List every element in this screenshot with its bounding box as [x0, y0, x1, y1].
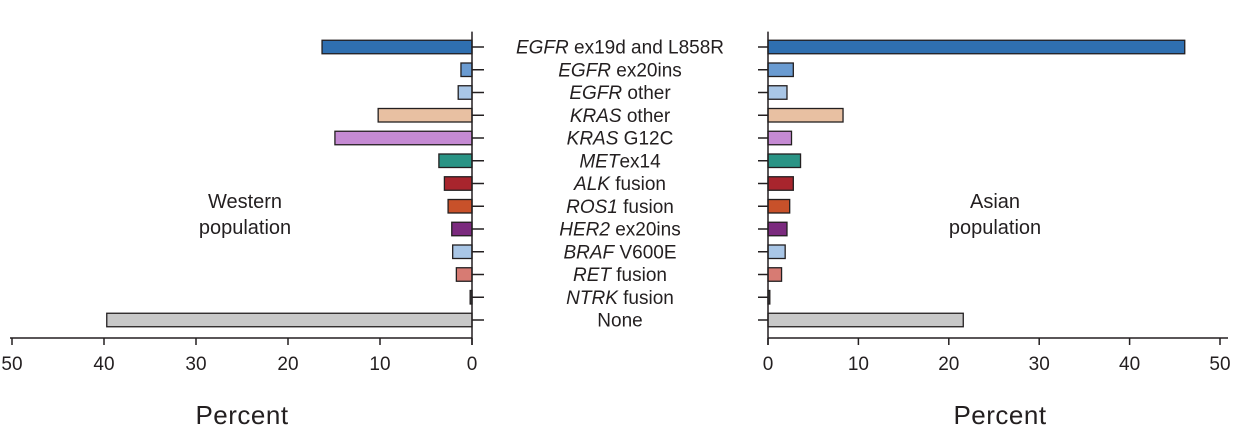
asian-bar-5 [767, 153, 802, 169]
category-label: EGFR ex19d and L858R [516, 38, 724, 59]
category-label-variant: fusion [618, 197, 674, 218]
category-label-variant: fusion [610, 174, 666, 195]
western-bar-12 [106, 312, 473, 328]
western-bar-3 [377, 107, 473, 123]
western-bars [106, 39, 473, 328]
western-bar-8 [451, 221, 473, 237]
category-label: KRAS other [570, 106, 671, 127]
category-label: None [597, 311, 642, 332]
western-bar-4 [334, 130, 473, 146]
category-label: EGFR ex20ins [558, 60, 682, 81]
category-label-gene: EGFR [558, 60, 611, 81]
category-label-variant: ex19d and L858R [569, 38, 724, 59]
asian-label-line-2: population [949, 217, 1041, 239]
category-label-variant: other [622, 83, 671, 104]
asian-bar-9 [767, 244, 786, 260]
asian-bar-0 [767, 39, 1186, 55]
asian-bar-3 [767, 107, 844, 123]
asian-tick-label: 40 [1119, 354, 1140, 375]
category-label-gene: RET [573, 265, 612, 286]
western-tick-label: 30 [185, 354, 206, 375]
asian-tick-label: 0 [763, 354, 774, 375]
asian-tick-label: 30 [1029, 354, 1050, 375]
category-label: RET fusion [573, 265, 667, 286]
asian-label-line-1: Asian [970, 191, 1020, 213]
western-tick-label: 0 [467, 354, 478, 375]
western-bar-1 [460, 62, 473, 78]
western-bar-0 [321, 39, 473, 55]
western-bar-5 [438, 153, 473, 169]
western-x-axis-label: Percent [195, 400, 288, 430]
asian-bar-8 [767, 221, 788, 237]
category-label-gene: ROS1 [566, 197, 618, 218]
western-label-line-1: Western [208, 191, 282, 213]
category-label: KRAS G12C [567, 129, 674, 150]
western-tick-label: 40 [93, 354, 114, 375]
asian-bars [767, 39, 1186, 328]
category-label: METex14 [579, 151, 661, 172]
category-label-gene: NTRK [566, 288, 619, 309]
western-label-line-2: population [199, 217, 291, 239]
axes: 50 40 30 20 10 0 0 10 20 30 40 50 [1, 31, 1231, 375]
western-bar-9 [452, 244, 473, 260]
category-label-variant: fusion [611, 265, 667, 286]
asian-bar-1 [767, 62, 794, 78]
category-label-variant: V600E [614, 242, 676, 263]
asian-bar-2 [767, 85, 788, 100]
western-tick-label: 20 [277, 354, 298, 375]
category-label: ALK fusion [573, 174, 666, 195]
category-label: BRAF V600E [563, 242, 676, 263]
category-label-gene: BRAF [563, 242, 615, 263]
category-label-variant: ex14 [619, 151, 661, 172]
western-bar-2 [457, 85, 473, 100]
asian-tick-label: 20 [938, 354, 959, 375]
category-label: EGFR other [569, 83, 671, 104]
asian-tick-label: 10 [848, 354, 869, 375]
category-label-variant: None [597, 311, 642, 332]
category-label-gene: ALK [573, 174, 611, 195]
asian-bar-12 [767, 312, 964, 328]
category-label-gene: KRAS [567, 129, 619, 150]
asian-bar-10 [767, 267, 783, 282]
category-label-variant: other [622, 106, 671, 127]
asian-x-axis-label: Percent [953, 400, 1046, 430]
category-label-variant: ex20ins [610, 220, 681, 241]
western-bar-7 [447, 198, 473, 214]
category-label-gene: KRAS [570, 106, 622, 127]
category-label-gene: EGFR [569, 83, 622, 104]
category-label-variant: fusion [618, 288, 674, 309]
western-tick-label: 50 [1, 354, 22, 375]
category-label: NTRK fusion [566, 288, 674, 309]
category-label-gene: MET [579, 151, 621, 172]
category-label-variant: ex20ins [611, 60, 682, 81]
western-tick-label: 10 [369, 354, 390, 375]
category-label: HER2 ex20ins [559, 220, 680, 241]
category-label-gene: EGFR [516, 38, 569, 59]
asian-bar-6 [767, 176, 794, 191]
western-bar-6 [443, 176, 473, 191]
asian-bar-7 [767, 198, 791, 214]
category-label: ROS1 fusion [566, 197, 674, 218]
asian-tick-label: 50 [1209, 354, 1230, 375]
category-label-variant: G12C [618, 129, 673, 150]
category-label-gene: HER2 [559, 220, 610, 241]
asian-bar-4 [767, 130, 793, 146]
western-bar-10 [455, 267, 473, 282]
